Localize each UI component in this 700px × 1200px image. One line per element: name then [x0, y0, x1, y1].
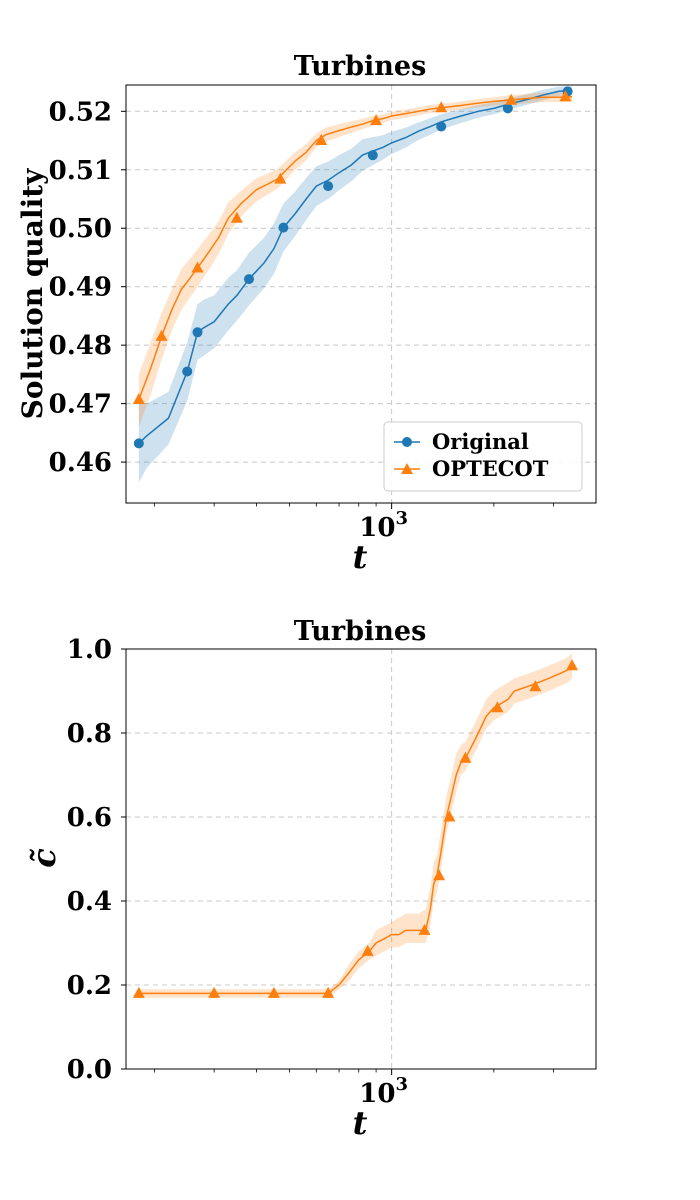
- legend-marker-original: [402, 437, 412, 447]
- data-point: [361, 944, 374, 956]
- legend-marker-optecot: [401, 463, 413, 474]
- series-line: [138, 665, 573, 995]
- x-axis-label: t: [353, 1104, 368, 1142]
- data-point: [559, 90, 572, 102]
- plot-frame: [125, 648, 597, 1070]
- data-point: [133, 438, 144, 449]
- data-point: [433, 869, 446, 881]
- y-axis-label: c̃: [25, 848, 63, 867]
- data-point: [192, 327, 203, 338]
- y-tick-label: 0.0: [67, 1055, 112, 1085]
- data-point: [243, 274, 254, 285]
- x-tick-label: 103: [359, 1074, 408, 1109]
- chart-panel-c-tilde: Turbines 0.0 0.2 0.4 0.6 0.8 1.0 103 c̃ t: [25, 616, 597, 1142]
- data-point: [208, 986, 221, 998]
- data-point: [367, 150, 378, 161]
- data-point: [435, 101, 448, 113]
- y-tick-label: 0.48: [49, 331, 112, 361]
- data-point: [505, 93, 518, 105]
- data-point: [418, 923, 431, 935]
- y-tick-label: 0.51: [49, 156, 112, 186]
- data-point: [491, 701, 504, 713]
- data-point: [132, 986, 145, 998]
- y-axis-label: Solution quality: [16, 168, 49, 420]
- data-point: [267, 986, 280, 998]
- confidence-band: [138, 86, 573, 483]
- y-tick-label: 0.8: [67, 719, 112, 749]
- y-tick-label: 0.2: [67, 971, 112, 1001]
- data-point: [191, 261, 204, 273]
- data-point: [182, 366, 193, 377]
- data-point: [370, 114, 383, 126]
- chart-title: Turbines: [294, 616, 427, 647]
- x-axis-label: t: [353, 538, 368, 576]
- data-point: [315, 134, 328, 146]
- y-tick-label: 1.0: [67, 635, 112, 665]
- legend-label-original: Original: [432, 429, 529, 454]
- data-point: [529, 680, 542, 692]
- data-point: [278, 222, 289, 233]
- data-point: [132, 393, 145, 405]
- chart-panel-solution-quality: Turbines 0.46 0.47 0.48 0.49 0.50 0.51 0.52 10…: [16, 51, 597, 576]
- y-tick-label: 0.46: [49, 448, 112, 478]
- y-tick-label: 0.6: [67, 803, 112, 833]
- data-point: [323, 181, 334, 192]
- x-tick-label: 103: [359, 508, 408, 543]
- y-tick-label: 0.4: [67, 887, 112, 917]
- y-tick-label: 0.47: [49, 390, 112, 420]
- y-tick-label: 0.50: [49, 214, 112, 244]
- data-point: [459, 751, 472, 763]
- y-tick-label: 0.49: [49, 273, 112, 303]
- data-point: [566, 659, 579, 671]
- legend-label-optecot: OPTECOT: [432, 456, 549, 481]
- plot-frame: [125, 84, 597, 504]
- data-point: [322, 986, 335, 998]
- data-point: [155, 329, 168, 341]
- legend: Original OPTECOT: [383, 421, 583, 492]
- data-point: [436, 121, 447, 132]
- data-point: [443, 810, 456, 822]
- data-point: [502, 103, 513, 114]
- data-point: [274, 172, 287, 184]
- y-tick-label: 0.52: [49, 97, 112, 127]
- chart-title: Turbines: [294, 51, 427, 82]
- confidence-band: [138, 653, 573, 998]
- data-point: [230, 211, 243, 223]
- series-line: [138, 89, 573, 444]
